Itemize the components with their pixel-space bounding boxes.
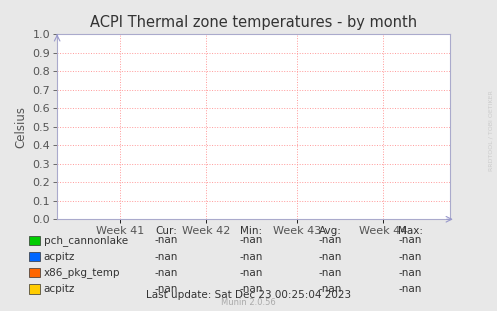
Title: ACPI Thermal zone temperatures - by month: ACPI Thermal zone temperatures - by mont…	[90, 15, 417, 30]
Text: -nan: -nan	[155, 235, 178, 245]
Y-axis label: Celsius: Celsius	[14, 106, 27, 148]
Text: -nan: -nan	[398, 284, 422, 294]
Text: Cur:: Cur:	[156, 226, 177, 236]
Text: -nan: -nan	[239, 235, 263, 245]
Text: -nan: -nan	[398, 268, 422, 278]
Text: -nan: -nan	[398, 252, 422, 262]
Text: Last update: Sat Dec 23 00:25:04 2023: Last update: Sat Dec 23 00:25:04 2023	[146, 290, 351, 300]
Text: -nan: -nan	[319, 284, 342, 294]
Text: x86_pkg_temp: x86_pkg_temp	[44, 267, 120, 278]
Text: acpitz: acpitz	[44, 284, 75, 294]
Text: Max:: Max:	[398, 226, 422, 236]
Text: -nan: -nan	[239, 268, 263, 278]
Text: RRDTOOL / TOBI OETIKER: RRDTOOL / TOBI OETIKER	[488, 90, 493, 171]
Text: -nan: -nan	[319, 235, 342, 245]
Text: acpitz: acpitz	[44, 252, 75, 262]
Text: -nan: -nan	[155, 284, 178, 294]
Text: Munin 2.0.56: Munin 2.0.56	[221, 298, 276, 307]
Text: pch_cannonlake: pch_cannonlake	[44, 235, 128, 246]
Text: -nan: -nan	[398, 235, 422, 245]
Text: -nan: -nan	[155, 268, 178, 278]
Text: Avg:: Avg:	[319, 226, 342, 236]
Text: Min:: Min:	[240, 226, 262, 236]
Text: -nan: -nan	[319, 252, 342, 262]
Text: -nan: -nan	[155, 252, 178, 262]
Text: -nan: -nan	[239, 252, 263, 262]
Text: -nan: -nan	[319, 268, 342, 278]
Text: -nan: -nan	[239, 284, 263, 294]
